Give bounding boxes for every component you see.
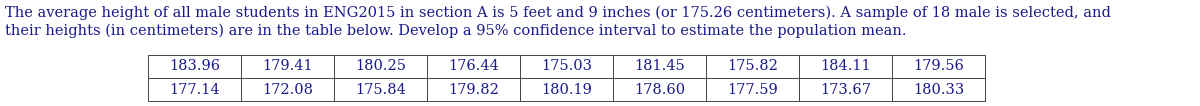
Text: The average height of all male students in ENG2015 in section A is 5 feet and 9 : The average height of all male students … [5,6,1111,20]
Text: 177.59: 177.59 [727,82,778,96]
Text: 175.84: 175.84 [355,82,406,96]
Text: 179.56: 179.56 [913,59,964,73]
Bar [706,55,799,78]
Bar [613,78,706,101]
Text: 175.82: 175.82 [727,59,778,73]
Bar [799,78,892,101]
Text: 175.03: 175.03 [541,59,592,73]
Text: 172.08: 172.08 [262,82,313,96]
Text: 176.44: 176.44 [448,59,499,73]
Bar [334,55,427,78]
Bar [148,78,241,101]
Text: 181.45: 181.45 [634,59,685,73]
Text: 179.41: 179.41 [262,59,313,73]
Bar [241,55,334,78]
Bar [706,78,799,101]
Bar [799,55,892,78]
Bar [520,78,613,101]
Bar [613,55,706,78]
Text: 184.11: 184.11 [820,59,871,73]
Bar [427,55,520,78]
Text: 183.96: 183.96 [169,59,220,73]
Text: 180.19: 180.19 [541,82,592,96]
Text: 177.14: 177.14 [169,82,220,96]
Bar [520,55,613,78]
Text: 173.67: 173.67 [820,82,871,96]
Bar [427,78,520,101]
Text: 179.82: 179.82 [448,82,499,96]
Bar [892,78,985,101]
Text: their heights (in centimeters) are in the table below. Develop a 95% confidence : their heights (in centimeters) are in th… [5,24,906,38]
Bar [148,55,241,78]
Bar [892,55,985,78]
Text: 178.60: 178.60 [634,82,685,96]
Text: 180.25: 180.25 [355,59,406,73]
Text: 180.33: 180.33 [913,82,964,96]
Bar [241,78,334,101]
Bar [334,78,427,101]
